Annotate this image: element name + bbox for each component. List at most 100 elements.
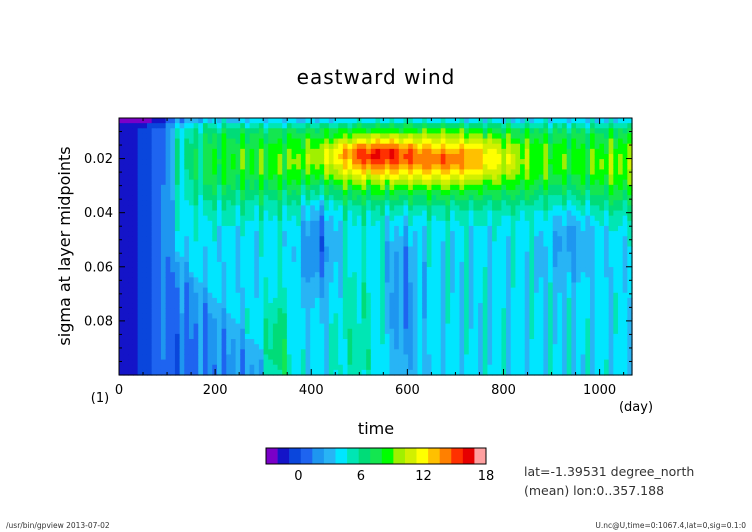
heatmap-cell <box>230 349 237 356</box>
heatmap-cell <box>450 153 456 160</box>
heatmap-cell <box>380 236 386 242</box>
heatmap-cell <box>286 231 293 237</box>
heatmap-cell <box>412 282 419 289</box>
heatmap-cell <box>216 287 223 294</box>
heatmap-cell <box>254 118 260 124</box>
heatmap-cell <box>198 272 204 278</box>
heatmap-cell <box>319 364 325 371</box>
heatmap-cell <box>464 303 470 309</box>
heatmap-cell <box>459 205 465 212</box>
heatmap-cell <box>389 328 395 335</box>
heatmap-cell <box>408 256 414 263</box>
heatmap-cell <box>333 364 339 371</box>
heatmap-cell <box>296 128 302 135</box>
heatmap-cell <box>184 333 190 340</box>
heatmap-cell <box>184 364 190 371</box>
heatmap-cell <box>221 313 227 320</box>
heatmap-cell <box>286 323 293 330</box>
heatmap-cell <box>179 236 185 242</box>
heatmap-cell <box>160 323 167 330</box>
heatmap-cell <box>566 164 572 170</box>
heatmap-cell <box>552 333 558 340</box>
heatmap-cell <box>436 297 442 304</box>
heatmap-cell <box>361 297 367 304</box>
heatmap-cell <box>403 267 409 273</box>
heatmap-cell <box>179 164 185 170</box>
heatmap-cell <box>431 179 437 186</box>
heatmap-cell <box>422 225 428 232</box>
heatmap-cell <box>268 354 274 361</box>
heatmap-cell <box>408 195 414 201</box>
heatmap-cell <box>459 195 465 201</box>
heatmap-cell <box>403 354 409 361</box>
heatmap-cell <box>459 236 465 242</box>
heatmap-cell <box>375 179 381 186</box>
heatmap-cell <box>342 138 349 145</box>
heatmap-cell <box>314 328 321 335</box>
heatmap-cell <box>394 261 400 268</box>
heatmap-cell <box>412 169 419 176</box>
heatmap-cell <box>216 318 223 325</box>
heatmap-cell <box>580 195 586 201</box>
heatmap-cell <box>146 123 153 129</box>
heatmap-cell <box>529 282 535 289</box>
heatmap-cell <box>398 118 405 124</box>
heatmap-cell <box>142 153 148 160</box>
heatmap-cell <box>501 236 507 242</box>
heatmap-cell <box>165 133 171 140</box>
heatmap-cell <box>142 272 148 278</box>
heatmap-cell <box>230 287 237 294</box>
heatmap-cell <box>328 251 335 258</box>
heatmap-cell <box>268 143 274 150</box>
heatmap-cell <box>366 323 372 330</box>
heatmap-cell <box>473 225 479 232</box>
heatmap-cell <box>165 287 171 294</box>
heatmap-cell <box>221 364 227 371</box>
heatmap-cell <box>170 359 176 366</box>
heatmap-cell <box>375 153 381 160</box>
heatmap-cell <box>235 205 241 212</box>
heatmap-cell <box>478 138 484 145</box>
heatmap-cell <box>422 251 428 258</box>
heatmap-cell <box>328 231 335 237</box>
heatmap-cell <box>132 143 139 150</box>
heatmap-cell <box>464 205 470 212</box>
heatmap-cell <box>534 256 540 263</box>
heatmap-cell <box>478 282 484 289</box>
heatmap-cell <box>394 328 400 335</box>
heatmap-cell <box>370 128 377 135</box>
heatmap-cell <box>119 369 125 376</box>
heatmap-cell <box>557 369 563 376</box>
heatmap-cell <box>384 215 391 222</box>
heatmap-cell <box>501 153 507 160</box>
heatmap-cell <box>557 128 563 135</box>
heatmap-cell <box>473 184 479 191</box>
heatmap-cell <box>142 148 148 155</box>
heatmap-cell <box>501 210 507 217</box>
heatmap-cell <box>571 369 577 376</box>
heatmap-cell <box>506 220 512 227</box>
heatmap-cell <box>160 148 167 155</box>
heatmap-cell <box>464 282 470 289</box>
heatmap-cell <box>333 148 339 155</box>
heatmap-cell <box>566 261 572 268</box>
heatmap-cell <box>156 241 162 248</box>
heatmap-cell <box>342 303 349 309</box>
heatmap-cell <box>207 210 213 217</box>
heatmap-cell <box>254 143 260 150</box>
heatmap-cell <box>562 323 568 330</box>
heatmap-cell <box>291 200 297 206</box>
heatmap-cell <box>347 225 353 232</box>
heatmap-cell <box>179 318 185 325</box>
heatmap-cell <box>431 231 437 237</box>
heatmap-cell <box>179 287 185 294</box>
heatmap-cell <box>487 174 493 181</box>
heatmap-cell <box>454 349 461 356</box>
heatmap-cell <box>216 195 223 201</box>
heatmap-cell <box>524 313 530 320</box>
heatmap-cell <box>333 159 339 165</box>
heatmap-cell <box>417 200 423 206</box>
heatmap-cell <box>244 118 251 124</box>
heatmap-cell <box>254 231 260 237</box>
heatmap-cell <box>277 349 283 356</box>
